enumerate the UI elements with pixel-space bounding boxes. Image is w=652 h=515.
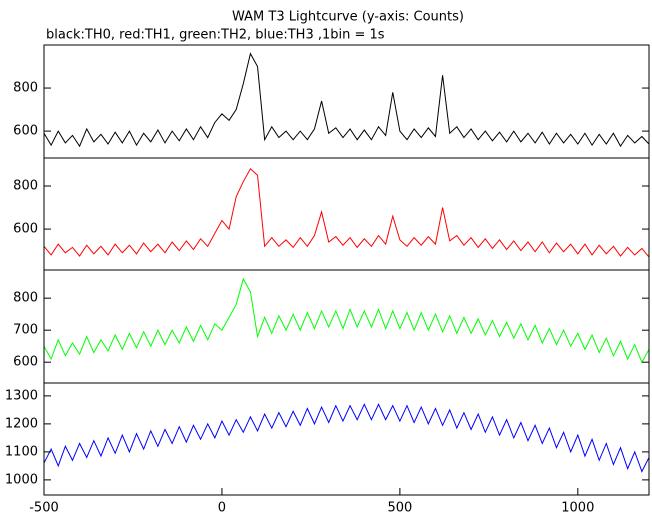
x-tick-label: 0 bbox=[218, 501, 226, 515]
panel-frame bbox=[43, 157, 650, 271]
y-tick-label: 1300 bbox=[5, 388, 38, 403]
y-tick-label: 700 bbox=[13, 323, 38, 338]
panel-frame bbox=[43, 269, 650, 384]
x-tick-label: 500 bbox=[387, 501, 412, 515]
series-line bbox=[44, 52, 649, 148]
series-line bbox=[44, 403, 649, 473]
panel-frame bbox=[43, 382, 650, 496]
y-tick-label: 1000 bbox=[5, 472, 38, 487]
y-tick-label: 800 bbox=[13, 81, 38, 96]
series-line bbox=[44, 277, 649, 364]
series-line bbox=[44, 167, 649, 258]
y-tick-label: 1100 bbox=[5, 444, 38, 459]
y-tick-label: 800 bbox=[13, 179, 38, 194]
y-tick-label: 1200 bbox=[5, 416, 38, 431]
y-tick-label: 800 bbox=[13, 291, 38, 306]
chart-title: WAM T3 Lightcurve (y-axis: Counts) bbox=[232, 10, 464, 25]
x-tick-label: 1000 bbox=[561, 501, 594, 515]
chart-subtitle: black:TH0, red:TH1, green:TH2, blue:TH3 … bbox=[46, 28, 385, 43]
y-tick-label: 600 bbox=[13, 355, 38, 370]
y-tick-label: 600 bbox=[13, 124, 38, 139]
y-tick-label: 600 bbox=[13, 222, 38, 237]
x-tick-label: -500 bbox=[29, 501, 59, 515]
